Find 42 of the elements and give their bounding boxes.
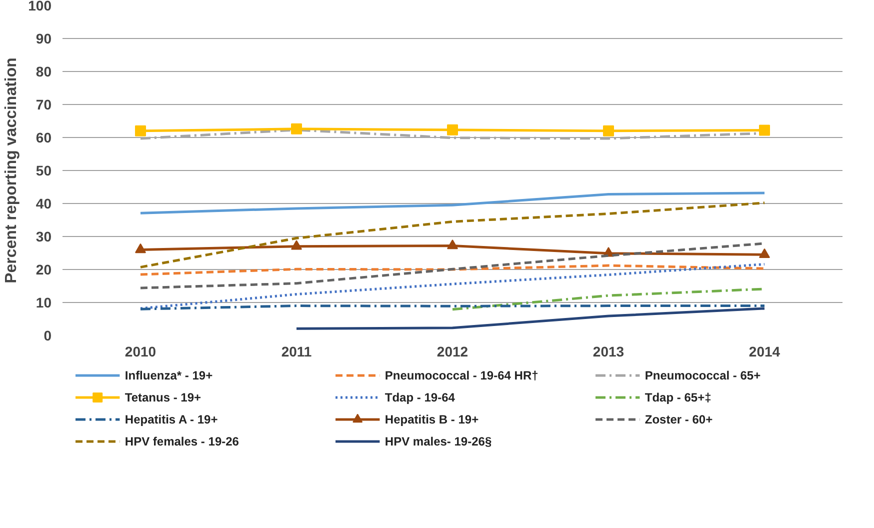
y-tick-label: 100 [28, 0, 52, 14]
y-tick-label: 10 [36, 294, 52, 310]
y-tick-label: 20 [36, 262, 52, 278]
x-tick-label: 2012 [436, 344, 468, 360]
y-tick-label: 50 [36, 162, 52, 178]
legend-label: Tetanus - 19+ [124, 390, 202, 404]
x-tick-label: 2014 [748, 344, 780, 360]
y-tick-label: 30 [36, 228, 52, 244]
x-tick-label: 2013 [592, 344, 624, 360]
y-tick-label: 80 [36, 64, 52, 80]
point [759, 248, 770, 258]
y-tick-label: 0 [44, 328, 52, 344]
legend-label: Tdap - 19-64 [384, 390, 456, 404]
line-series [295, 307, 766, 330]
y-tick-label: 40 [36, 196, 52, 212]
legend-label: HPV males- 19-26§ [384, 434, 492, 448]
point [759, 124, 770, 136]
y-tick-label: 70 [36, 96, 52, 112]
y-tick-label: 60 [36, 130, 52, 146]
line-series [139, 192, 766, 214]
point [291, 123, 302, 134]
point [603, 125, 614, 136]
legend-label: Influenza* - 19+ [124, 368, 213, 382]
legend-label: Hepatitis A - 19+ [124, 412, 218, 426]
line-series [139, 262, 766, 310]
legend-label: Pneumococcal - 65+ [644, 368, 761, 382]
point [447, 239, 458, 250]
point [135, 125, 146, 136]
line-series [139, 202, 766, 268]
y-axis-title: Percent reporting vaccination [3, 58, 20, 284]
legend-label: HPV females - 19-26 [124, 434, 240, 448]
y-tick-label: 90 [36, 30, 52, 46]
line-series [139, 264, 766, 276]
point [447, 124, 458, 136]
legend-label: Zoster - 60+ [644, 412, 713, 426]
legend-label: Tdap - 65+‡ [644, 390, 712, 404]
legend-label: Pneumococcal - 19-64 HR† [384, 368, 538, 382]
legend-label: Hepatitis B - 19+ [384, 412, 479, 426]
x-tick-label: 2011 [281, 344, 312, 360]
x-tick-label: 2010 [124, 344, 156, 360]
point [135, 243, 146, 254]
point [291, 240, 302, 250]
